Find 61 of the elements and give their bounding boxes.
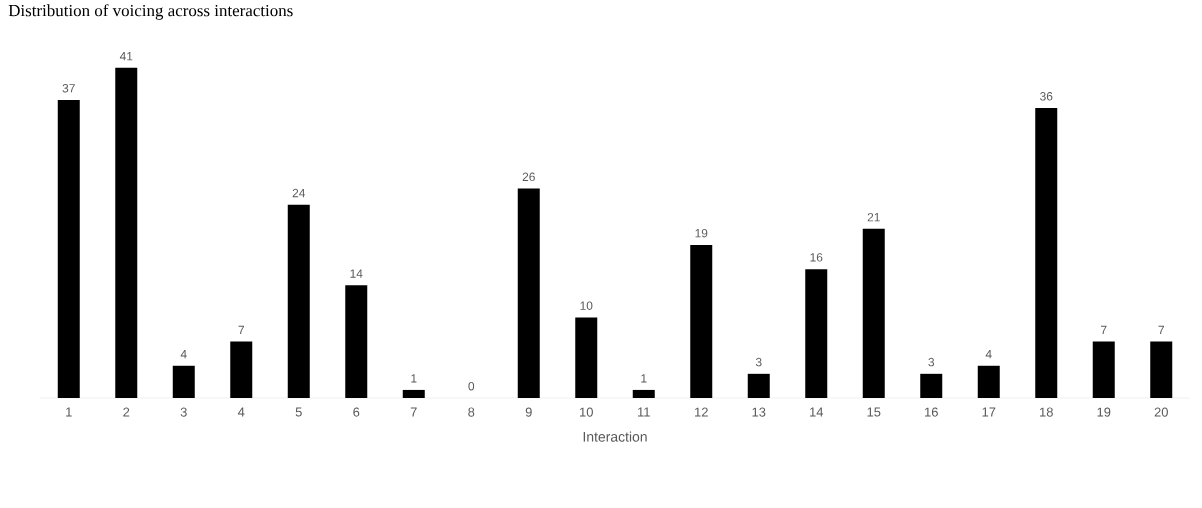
x-tick-label: 3 xyxy=(180,407,187,417)
x-tick-label: 15 xyxy=(867,407,881,417)
x-tick-label: 18 xyxy=(1040,407,1053,417)
bar xyxy=(632,389,655,398)
x-tick-label: 8 xyxy=(468,407,475,417)
x-tick-label: 12 xyxy=(695,407,708,417)
bar xyxy=(57,100,80,398)
data-label: 24 xyxy=(292,188,306,198)
bar xyxy=(115,67,138,398)
x-tick-label: 9 xyxy=(525,407,532,417)
data-label: 7 xyxy=(238,325,244,335)
bar xyxy=(920,373,943,398)
bar xyxy=(172,365,195,398)
data-label: 7 xyxy=(1158,325,1164,335)
x-tick-label: 19 xyxy=(1097,407,1111,417)
x-tick-label: 11 xyxy=(638,407,650,417)
bar xyxy=(1035,108,1058,398)
bar xyxy=(690,244,713,398)
x-tick-label: 1 xyxy=(66,407,72,417)
bar xyxy=(1092,341,1115,398)
data-label: 37 xyxy=(62,84,75,93)
bar xyxy=(1150,341,1173,398)
data-label: 4 xyxy=(985,350,992,359)
bar xyxy=(287,204,310,398)
data-label: 1 xyxy=(641,374,647,383)
bar xyxy=(805,269,828,398)
data-label: 41 xyxy=(119,52,133,61)
data-label: 7 xyxy=(1101,325,1107,335)
bar xyxy=(862,228,885,398)
bar xyxy=(345,285,368,398)
x-tick-label: 5 xyxy=(295,407,302,417)
x-tick-label: 6 xyxy=(353,407,360,417)
data-label: 4 xyxy=(180,350,187,359)
x-axis-title: Interaction xyxy=(583,431,647,442)
x-tick-label: 2 xyxy=(123,407,130,417)
bar xyxy=(517,188,540,398)
x-tick-label: 14 xyxy=(810,407,824,417)
data-label: 1 xyxy=(411,374,417,383)
data-label: 21 xyxy=(867,213,880,222)
data-label: 16 xyxy=(810,253,823,262)
x-tick-label: 10 xyxy=(580,407,593,417)
data-label: 26 xyxy=(522,172,535,182)
data-label: 36 xyxy=(1040,92,1053,101)
x-tick-label: 13 xyxy=(752,407,766,417)
bar xyxy=(977,365,1000,398)
bar xyxy=(747,373,770,398)
data-label: 10 xyxy=(580,301,593,310)
data-label: 3 xyxy=(755,357,762,367)
x-tick-label: 4 xyxy=(237,407,245,417)
x-tick-label: 17 xyxy=(982,407,996,417)
x-tick-label: 7 xyxy=(410,407,417,417)
bar xyxy=(402,389,425,398)
x-tick-label: 16 xyxy=(925,407,938,417)
bar xyxy=(575,317,598,398)
bar xyxy=(230,341,253,398)
x-tick-label: 20 xyxy=(1154,407,1168,417)
data-label: 14 xyxy=(350,269,363,278)
data-label: 19 xyxy=(695,228,708,238)
data-label: 3 xyxy=(928,357,935,367)
chart-title: Distribution of voicing across interactions xyxy=(8,4,293,20)
data-label: 0 xyxy=(468,382,475,391)
